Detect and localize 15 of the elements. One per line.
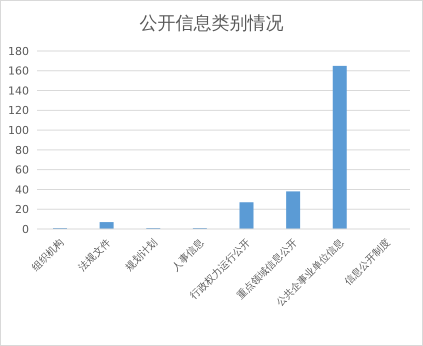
y-tick-label: 0 [22, 222, 29, 236]
x-tick-label: 人事信息 [170, 236, 206, 274]
y-tick-label: 180 [8, 44, 29, 58]
y-tick-label: 40 [15, 183, 29, 196]
chart-title: 公开信息类别情况 [138, 12, 284, 35]
y-tick-label: 20 [15, 203, 29, 216]
y-tick-label: 60 [15, 164, 29, 177]
y-tick-label: 140 [8, 84, 29, 98]
x-tick-label: 组织机构 [30, 236, 66, 274]
x-tick-label: 规划计划 [122, 236, 160, 274]
y-tick-label: 80 [15, 144, 29, 157]
y-tick-label: 160 [8, 64, 29, 78]
x-tick-label: 法规文件 [76, 236, 114, 274]
y-tick-label: 120 [8, 104, 29, 118]
y-tick-label: 100 [8, 124, 29, 138]
